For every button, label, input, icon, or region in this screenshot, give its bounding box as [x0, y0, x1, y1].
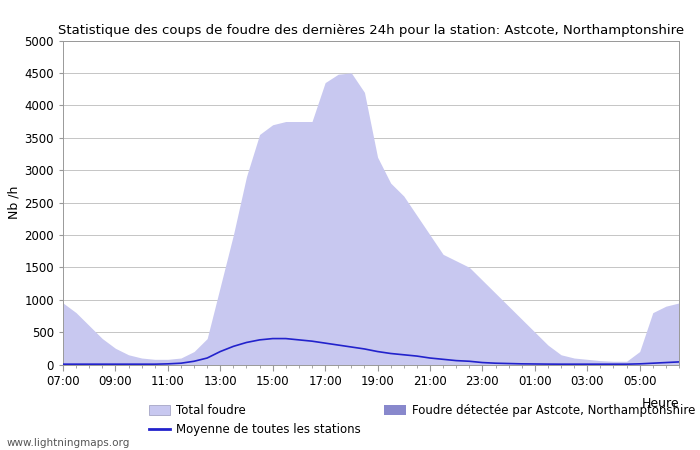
Y-axis label: Nb /h: Nb /h — [7, 186, 20, 219]
Text: Heure: Heure — [641, 397, 679, 410]
Legend: Total foudre, Moyenne de toutes les stations, Foudre détectée par Astcote, North: Total foudre, Moyenne de toutes les stat… — [149, 405, 695, 436]
Title: Statistique des coups de foudre des dernières 24h pour la station: Astcote, Nort: Statistique des coups de foudre des dern… — [58, 23, 684, 36]
Text: www.lightningmaps.org: www.lightningmaps.org — [7, 438, 130, 448]
